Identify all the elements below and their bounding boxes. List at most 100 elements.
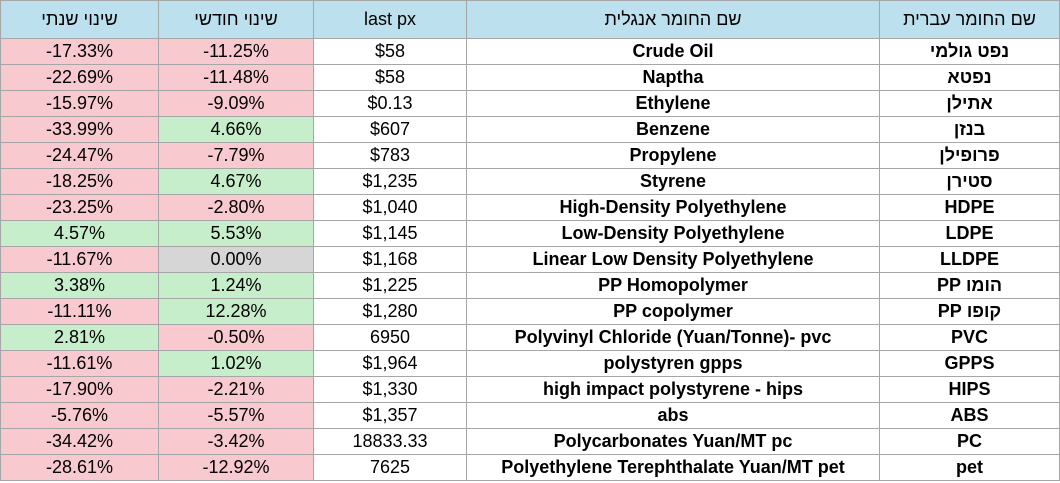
yearly-change-cell: 4.57% xyxy=(0,220,159,247)
table-row: -33.99% 4.66% $607 Benzene בנזן xyxy=(0,116,1060,143)
monthly-change-cell: -11.48% xyxy=(158,64,314,91)
english-name-cell: high impact polystyrene - hips xyxy=(466,376,880,403)
monthly-change-cell: 1.24% xyxy=(158,272,314,299)
table-row: -24.47% -7.79% $783 Propylene פרופילן xyxy=(0,142,1060,169)
header-row: שינוי שנתי שינוי חודשי last px שם החומר … xyxy=(0,0,1060,39)
hebrew-name-cell: PVC xyxy=(879,324,1060,351)
yearly-change-cell: -28.61% xyxy=(0,454,159,481)
english-name-cell: Styrene xyxy=(466,168,880,195)
yearly-change-cell: -24.47% xyxy=(0,142,159,169)
hebrew-name-cell: LLDPE xyxy=(879,246,1060,273)
yearly-change-cell: -33.99% xyxy=(0,116,159,143)
yearly-change-cell: 3.38% xyxy=(0,272,159,299)
hebrew-name-cell: ABS xyxy=(879,402,1060,429)
header-english-name: שם החומר אנגלית xyxy=(466,0,880,39)
monthly-change-cell: 1.02% xyxy=(158,350,314,377)
english-name-cell: High-Density Polyethylene xyxy=(466,194,880,221)
table-row: 2.81% -0.50% 6950 Polyvinyl Chloride (Yuan/… xyxy=(0,324,1060,351)
english-name-cell: Propylene xyxy=(466,142,880,169)
table-row: -11.67% 0.00% $1,168 Linear Low Density Pol… xyxy=(0,246,1060,273)
table-row: -28.61% -12.92% 7625 Polyethylene Terephtha… xyxy=(0,454,1060,481)
english-name-cell: Crude Oil xyxy=(466,38,880,65)
monthly-change-cell: 12.28% xyxy=(158,298,314,325)
last-px-cell: $783 xyxy=(313,142,467,169)
header-hebrew-name: שם החומר עברית xyxy=(879,0,1060,39)
english-name-cell: abs xyxy=(466,402,880,429)
monthly-change-cell: -0.50% xyxy=(158,324,314,351)
monthly-change-cell: -2.80% xyxy=(158,194,314,221)
english-name-cell: Low-Density Polyethylene xyxy=(466,220,880,247)
table-row: -17.90% -2.21% $1,330 high impact polystyre… xyxy=(0,376,1060,403)
last-px-cell: $1,330 xyxy=(313,376,467,403)
last-px-cell: $58 xyxy=(313,38,467,65)
last-px-cell: $1,280 xyxy=(313,298,467,325)
hebrew-name-cell: LDPE xyxy=(879,220,1060,247)
yearly-change-cell: -34.42% xyxy=(0,428,159,455)
hebrew-name-cell: פרופילן xyxy=(879,142,1060,169)
last-px-cell: $1,964 xyxy=(313,350,467,377)
monthly-change-cell: 4.67% xyxy=(158,168,314,195)
yearly-change-cell: -11.11% xyxy=(0,298,159,325)
monthly-change-cell: 5.53% xyxy=(158,220,314,247)
table-row: -15.97% -9.09% $0.13 Ethylene אתילן xyxy=(0,90,1060,117)
hebrew-name-cell: אתילן xyxy=(879,90,1060,117)
table-row: -11.11% 12.28% $1,280 PP copolymer קופו PP xyxy=(0,298,1060,325)
english-name-cell: Naptha xyxy=(466,64,880,91)
yearly-change-cell: -11.61% xyxy=(0,350,159,377)
last-px-cell: 7625 xyxy=(313,454,467,481)
last-px-cell: 18833.33 xyxy=(313,428,467,455)
last-px-cell: $607 xyxy=(313,116,467,143)
monthly-change-cell: -3.42% xyxy=(158,428,314,455)
last-px-cell: $1,168 xyxy=(313,246,467,273)
monthly-change-cell: -9.09% xyxy=(158,90,314,117)
table-row: 4.57% 5.53% $1,145 Low-Density Polyethylene… xyxy=(0,220,1060,247)
yearly-change-cell: -23.25% xyxy=(0,194,159,221)
monthly-change-cell: -7.79% xyxy=(158,142,314,169)
header-last-px: last px xyxy=(313,0,467,39)
last-px-cell: 6950 xyxy=(313,324,467,351)
yearly-change-cell: -5.76% xyxy=(0,402,159,429)
table-row: -18.25% 4.67% $1,235 Styrene סטירן xyxy=(0,168,1060,195)
english-name-cell: Benzene xyxy=(466,116,880,143)
monthly-change-cell: 4.66% xyxy=(158,116,314,143)
english-name-cell: Polycarbonates Yuan/MT pc xyxy=(466,428,880,455)
hebrew-name-cell: הומו PP xyxy=(879,272,1060,299)
english-name-cell: PP copolymer xyxy=(466,298,880,325)
yearly-change-cell: -11.67% xyxy=(0,246,159,273)
table-row: 3.38% 1.24% $1,225 PP Homopolymer הומו PP xyxy=(0,272,1060,299)
last-px-cell: $58 xyxy=(313,64,467,91)
hebrew-name-cell: GPPS xyxy=(879,350,1060,377)
last-px-cell: $1,040 xyxy=(313,194,467,221)
yearly-change-cell: -15.97% xyxy=(0,90,159,117)
table-row: -23.25% -2.80% $1,040 High-Density Polyethy… xyxy=(0,194,1060,221)
yearly-change-cell: -18.25% xyxy=(0,168,159,195)
hebrew-name-cell: PC xyxy=(879,428,1060,455)
hebrew-name-cell: קופו PP xyxy=(879,298,1060,325)
table-body: -17.33% -11.25% $58 Crude Oil נפט גולמי -22.6… xyxy=(0,38,1060,481)
yearly-change-cell: -17.90% xyxy=(0,376,159,403)
hebrew-name-cell: נפטא xyxy=(879,64,1060,91)
hebrew-name-cell: HIPS xyxy=(879,376,1060,403)
last-px-cell: $0.13 xyxy=(313,90,467,117)
hebrew-name-cell: בנזן xyxy=(879,116,1060,143)
monthly-change-cell: -12.92% xyxy=(158,454,314,481)
table-row: -34.42% -3.42% 18833.33 Polycarbonates Yuan… xyxy=(0,428,1060,455)
english-name-cell: PP Homopolymer xyxy=(466,272,880,299)
last-px-cell: $1,235 xyxy=(313,168,467,195)
monthly-change-cell: -5.57% xyxy=(158,402,314,429)
hebrew-name-cell: נפט גולמי xyxy=(879,38,1060,65)
yearly-change-cell: 2.81% xyxy=(0,324,159,351)
english-name-cell: Ethylene xyxy=(466,90,880,117)
english-name-cell: polystyren gpps xyxy=(466,350,880,377)
last-px-cell: $1,357 xyxy=(313,402,467,429)
last-px-cell: $1,145 xyxy=(313,220,467,247)
hebrew-name-cell: HDPE xyxy=(879,194,1060,221)
header-yearly-change: שינוי שנתי xyxy=(0,0,159,39)
table-row: -22.69% -11.48% $58 Naptha נפטא xyxy=(0,64,1060,91)
table-row: -17.33% -11.25% $58 Crude Oil נפט גולמי xyxy=(0,38,1060,65)
table-row: -5.76% -5.57% $1,357 abs ABS xyxy=(0,402,1060,429)
last-px-cell: $1,225 xyxy=(313,272,467,299)
english-name-cell: Polyvinyl Chloride (Yuan/Tonne)- pvc xyxy=(466,324,880,351)
yearly-change-cell: -17.33% xyxy=(0,38,159,65)
